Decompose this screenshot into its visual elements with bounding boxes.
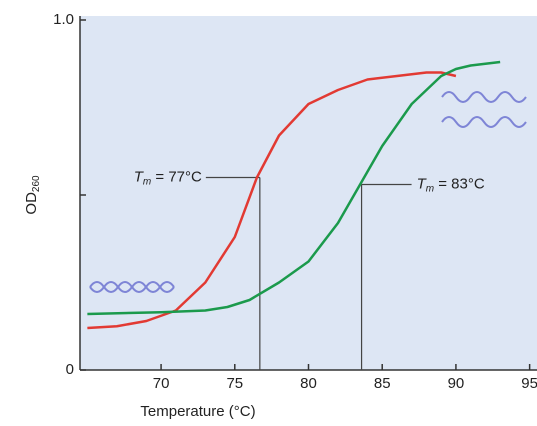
- y-label-sub: 260: [31, 175, 42, 192]
- dna-icons: [89, 91, 527, 293]
- melting-curve: [87, 60, 501, 316]
- x-tick-label: 85: [374, 375, 391, 392]
- y-axis-label: OD260: [23, 175, 42, 215]
- x-tick-label: 80: [300, 375, 317, 392]
- x-axis-label: Temperature (°C): [140, 403, 255, 420]
- tm-symbol: T: [134, 168, 145, 185]
- tm-subscript: m: [426, 183, 434, 194]
- tm-label: Tm = 83°C: [417, 175, 485, 194]
- tm-value: = 83°C: [434, 175, 485, 192]
- melting-curve: [87, 71, 457, 330]
- x-tick-label: 75: [226, 375, 243, 392]
- plot-background: [80, 16, 537, 370]
- tm-value: = 77°C: [151, 168, 202, 185]
- y-label-main: OD: [23, 192, 40, 215]
- tm-subscript: m: [143, 176, 151, 187]
- x-tick-label: 70: [153, 375, 170, 392]
- y-tick-label: 1.0: [53, 11, 74, 28]
- tm-symbol: T: [417, 175, 428, 192]
- x-tick-label: 95: [521, 375, 537, 392]
- y-tick-label: 0: [66, 361, 74, 378]
- x-tick-label: 90: [448, 375, 465, 392]
- tm-label: Tm = 77°C: [134, 168, 202, 187]
